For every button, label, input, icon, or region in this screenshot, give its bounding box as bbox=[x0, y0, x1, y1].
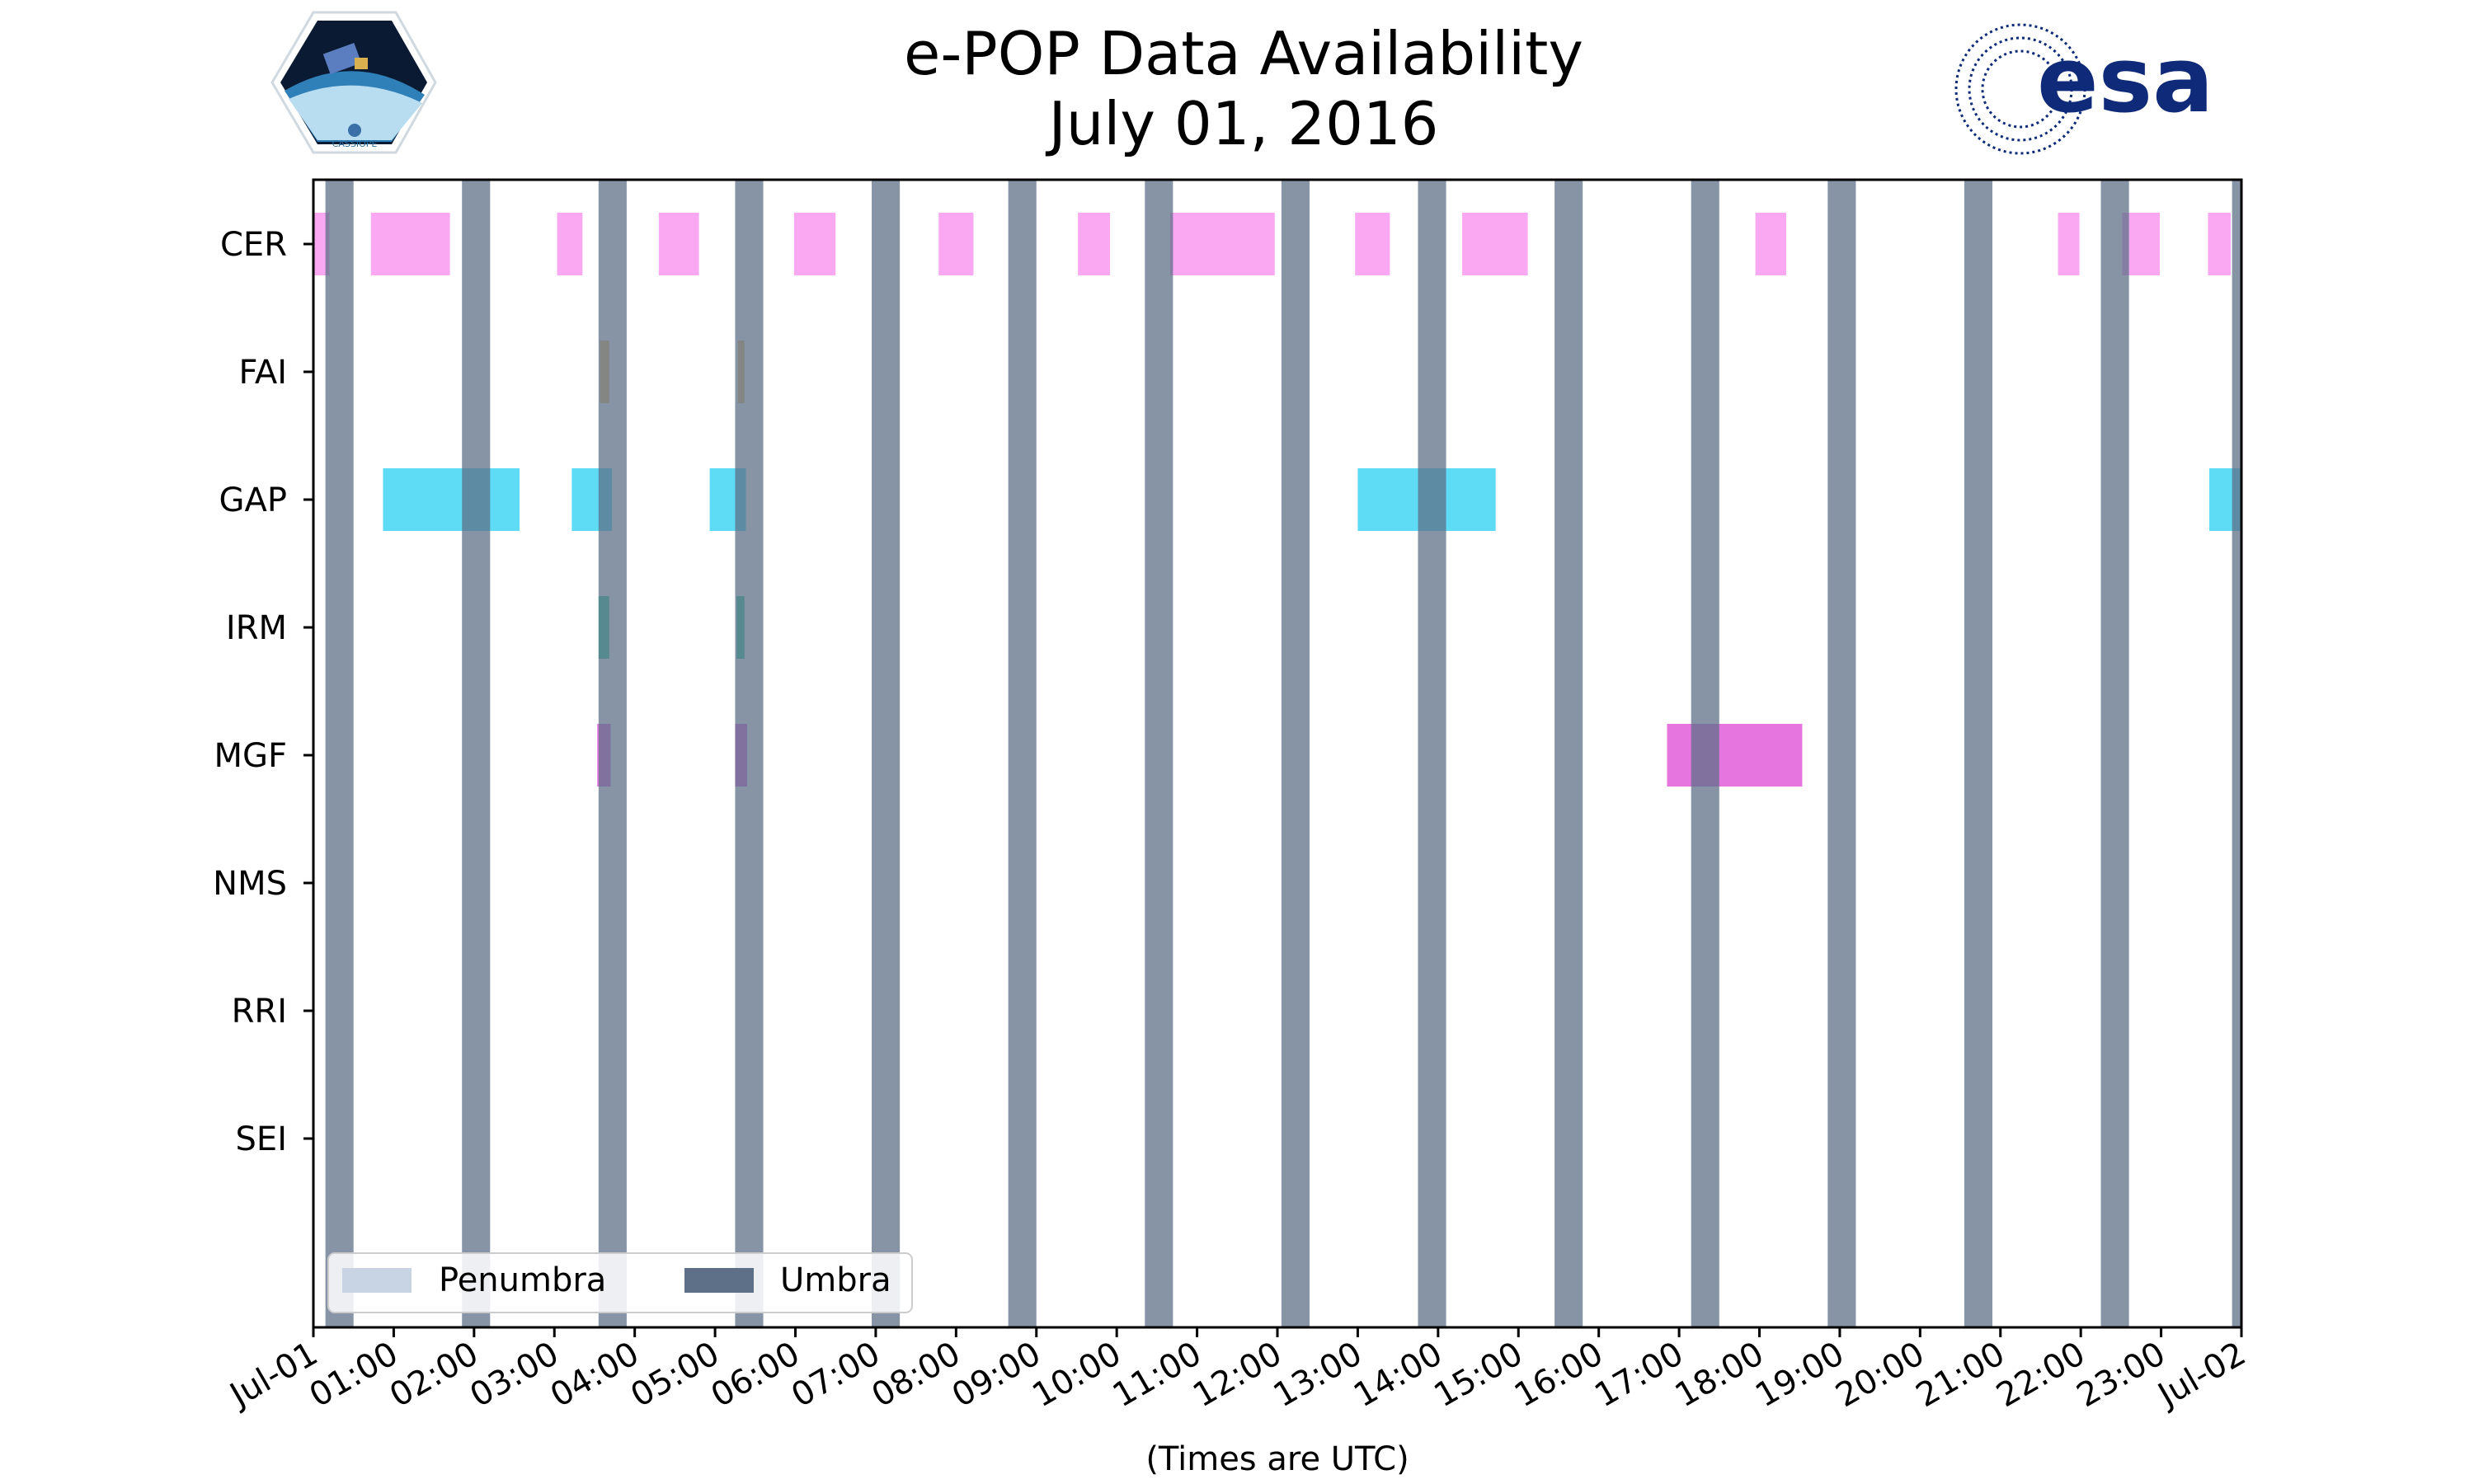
bar-cer-8 bbox=[1355, 213, 1390, 275]
umbra-band-9 bbox=[1554, 180, 1583, 1327]
x-tick-label-5: 05:00 bbox=[624, 1335, 726, 1415]
x-tick-label-24: Jul-02 bbox=[2150, 1335, 2252, 1416]
legend-swatch-penumbra bbox=[342, 1268, 412, 1293]
x-tick-label-6: 06:00 bbox=[705, 1335, 807, 1415]
y-tick-label-sei: SEI bbox=[236, 1120, 287, 1158]
bar-cer-1 bbox=[370, 213, 450, 275]
y-tick-label-mgf: MGF bbox=[214, 737, 287, 775]
umbra-band-3 bbox=[735, 180, 764, 1327]
bar-cer-13 bbox=[2208, 213, 2232, 275]
x-tick-label-18: 18:00 bbox=[1669, 1335, 1771, 1415]
legend-label-umbra: Umbra bbox=[780, 1261, 891, 1299]
x-tick-label-20: 20:00 bbox=[1829, 1335, 1931, 1415]
y-tick-label-fai: FAI bbox=[239, 354, 288, 392]
cassiope-logo: CASSIOPE bbox=[270, 11, 437, 154]
x-tick-label-15: 15:00 bbox=[1427, 1335, 1529, 1415]
legend-swatch-umbra bbox=[684, 1268, 754, 1293]
bar-cer-4 bbox=[793, 213, 836, 275]
chart-title-line1: e-POP Data Availability bbox=[904, 19, 1583, 88]
umbra-band-8 bbox=[1418, 180, 1446, 1327]
x-tick-label-2: 02:00 bbox=[383, 1335, 485, 1415]
bar-cer-9 bbox=[1462, 213, 1528, 275]
bar-gap-0 bbox=[383, 468, 520, 531]
bar-cer-5 bbox=[938, 213, 974, 275]
umbra-band-11 bbox=[1827, 180, 1856, 1327]
umbra-band-0 bbox=[325, 180, 354, 1327]
x-axis-label: (Times are UTC) bbox=[1145, 1440, 1409, 1478]
x-tick-label-8: 08:00 bbox=[865, 1335, 967, 1415]
x-tick-label-14: 14:00 bbox=[1348, 1335, 1449, 1415]
x-tick-label-11: 11:00 bbox=[1107, 1335, 1208, 1415]
svg-text:esa: esa bbox=[2037, 27, 2213, 133]
bar-cer-7 bbox=[1170, 213, 1275, 275]
legend: Penumbra Umbra bbox=[327, 1252, 913, 1313]
umbra-band-1 bbox=[462, 180, 491, 1327]
y-tick-label-cer: CER bbox=[220, 226, 287, 264]
x-tick-label-19: 19:00 bbox=[1749, 1335, 1851, 1415]
legend-box bbox=[327, 1252, 913, 1313]
y-tick-label-gap: GAP bbox=[219, 481, 287, 519]
bar-mgf-2 bbox=[1667, 724, 1803, 787]
x-tick-label-1: 01:00 bbox=[303, 1335, 405, 1415]
x-tick-label-16: 16:00 bbox=[1508, 1335, 1610, 1415]
y-tick-label-nms: NMS bbox=[213, 865, 287, 903]
umbra-band-5 bbox=[1008, 180, 1037, 1327]
bar-cer-2 bbox=[557, 213, 583, 275]
x-tick-label-21: 21:00 bbox=[1910, 1335, 2011, 1415]
x-tick-label-10: 10:00 bbox=[1026, 1335, 1127, 1415]
x-tick-label-13: 13:00 bbox=[1268, 1335, 1369, 1415]
x-tick-label-12: 12:00 bbox=[1187, 1335, 1288, 1415]
umbra-band-12 bbox=[1964, 180, 1993, 1327]
chart-title-line2: July 01, 2016 bbox=[1046, 89, 1439, 158]
bar-cer-10 bbox=[1755, 213, 1786, 275]
umbra-band-13 bbox=[2100, 180, 2129, 1327]
umbra-band-2 bbox=[598, 180, 627, 1327]
x-tick-label-17: 17:00 bbox=[1588, 1335, 1690, 1415]
plot-area: CER FAI GAP IRM MGF NMS RRI SEI Jul-0101:0002:0… bbox=[213, 178, 2252, 1416]
bar-cer-3 bbox=[658, 213, 699, 275]
umbra-band-6 bbox=[1145, 180, 1174, 1327]
umbra-band-10 bbox=[1691, 180, 1719, 1327]
x-tick-label-7: 07:00 bbox=[785, 1335, 887, 1415]
umbra-band-14 bbox=[2232, 180, 2241, 1327]
umbra-band-7 bbox=[1281, 180, 1310, 1327]
x-tick-label-3: 03:00 bbox=[463, 1335, 565, 1415]
bar-cer-6 bbox=[1078, 213, 1111, 275]
x-tick-label-22: 22:00 bbox=[1990, 1335, 2091, 1415]
y-tick-label-rri: RRI bbox=[232, 993, 287, 1031]
legend-label-penumbra: Penumbra bbox=[439, 1261, 606, 1299]
bar-cer-11 bbox=[2058, 213, 2080, 275]
x-tick-label-23: 23:00 bbox=[2071, 1335, 2172, 1415]
x-tick-label-0: Jul-01 bbox=[222, 1335, 324, 1416]
x-tick-label-9: 09:00 bbox=[946, 1335, 1047, 1415]
esa-logo: esa bbox=[1954, 23, 2213, 155]
x-tick-label-4: 04:00 bbox=[544, 1335, 646, 1415]
umbra-band-4 bbox=[872, 180, 901, 1327]
svg-text:CASSIOPE: CASSIOPE bbox=[332, 139, 378, 149]
y-tick-label-irm: IRM bbox=[226, 609, 287, 647]
